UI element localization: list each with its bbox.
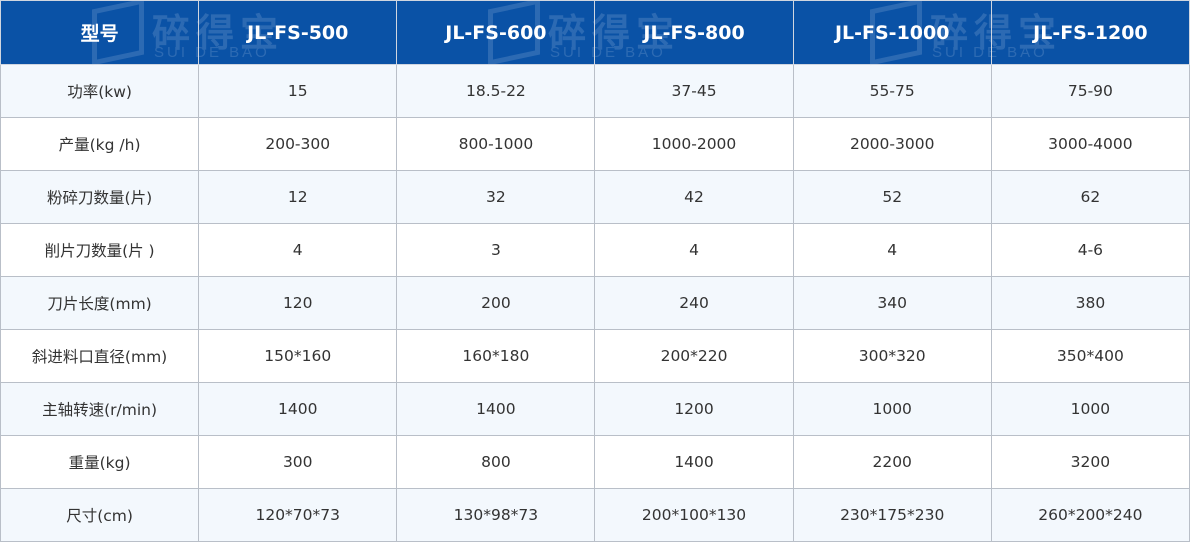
cell-value: 1400 [198, 382, 398, 436]
table-row: 重量(kg) 300 800 1400 2200 3200 [0, 435, 1190, 489]
cell-value: 1200 [594, 382, 794, 436]
row-label: 功率(kw) [0, 64, 200, 118]
header-cell: 型号 [0, 0, 200, 65]
table-row: 刀片长度(mm) 120 200 240 340 380 [0, 276, 1190, 330]
cell-value: 200-300 [198, 117, 398, 171]
row-label: 产量(kg /h) [0, 117, 200, 171]
cell-value: 1000 [990, 382, 1190, 436]
cell-value: 32 [396, 170, 596, 224]
cell-value: 62 [990, 170, 1190, 224]
cell-value: 240 [594, 276, 794, 330]
cell-value: 300*320 [792, 329, 992, 383]
cell-value: 1000-2000 [594, 117, 794, 171]
cell-value: 340 [792, 276, 992, 330]
cell-value: 150*160 [198, 329, 398, 383]
cell-value: 800 [396, 435, 596, 489]
cell-value: 4-6 [990, 223, 1190, 277]
cell-value: 230*175*230 [792, 488, 992, 542]
cell-value: 350*400 [990, 329, 1190, 383]
row-label: 削片刀数量(片 ) [0, 223, 200, 277]
header-jl-fs-1200: JL-FS-1200 [1033, 21, 1148, 44]
cell-value: 18.5-22 [396, 64, 596, 118]
header-cell: JL-FS-500 [198, 0, 398, 65]
cell-value: 120 [198, 276, 398, 330]
cell-value: 42 [594, 170, 794, 224]
table-row: 斜进料口直径(mm) 150*160 160*180 200*220 300*320 35… [0, 329, 1190, 383]
table-row: 功率(kw) 15 18.5-22 37-45 55-75 75-90 [0, 64, 1190, 118]
cell-value: 260*200*240 [990, 488, 1190, 542]
row-label: 粉碎刀数量(片) [0, 170, 200, 224]
row-label: 斜进料口直径(mm) [0, 329, 200, 383]
cell-value: 120*70*73 [198, 488, 398, 542]
cell-value: 200 [396, 276, 596, 330]
cell-value: 160*180 [396, 329, 596, 383]
cell-value: 800-1000 [396, 117, 596, 171]
header-jl-fs-500: JL-FS-500 [247, 21, 349, 44]
cell-value: 2200 [792, 435, 992, 489]
header-jl-fs-1000: JL-FS-1000 [834, 21, 950, 44]
cell-value: 15 [198, 64, 398, 118]
header-cell: JL-FS-600 [396, 0, 596, 65]
cell-value: 200*100*130 [594, 488, 794, 542]
cell-value: 200*220 [594, 329, 794, 383]
cell-value: 4 [594, 223, 794, 277]
cell-value: 52 [792, 170, 992, 224]
row-label: 刀片长度(mm) [0, 276, 200, 330]
cell-value: 12 [198, 170, 398, 224]
cell-value: 75-90 [990, 64, 1190, 118]
header-row: 型号 JL-FS-500 JL-FS-600 JL-FS-800 JL-FS-1… [0, 0, 1190, 65]
row-label: 重量(kg) [0, 435, 200, 489]
header-cell: JL-FS-1200 [990, 0, 1190, 65]
cell-value: 1400 [396, 382, 596, 436]
header-cell: JL-FS-800 [594, 0, 794, 65]
cell-value: 3000-4000 [990, 117, 1190, 171]
row-label: 尺寸(cm) [0, 488, 200, 542]
header-cell: JL-FS-1000 [792, 0, 992, 65]
cell-value: 37-45 [594, 64, 794, 118]
header-model: 型号 [80, 23, 119, 45]
table-row: 产量(kg /h) 200-300 800-1000 1000-2000 2000-30… [0, 117, 1190, 171]
cell-value: 1400 [594, 435, 794, 489]
table-row: 主轴转速(r/min) 1400 1400 1200 1000 1000 [0, 382, 1190, 436]
header-jl-fs-800: JL-FS-800 [643, 21, 745, 44]
table-row: 尺寸(cm) 120*70*73 130*98*73 200*100*130 230*1… [0, 488, 1190, 542]
cell-value: 1000 [792, 382, 992, 436]
cell-value: 3 [396, 223, 596, 277]
cell-value: 380 [990, 276, 1190, 330]
cell-value: 2000-3000 [792, 117, 992, 171]
cell-value: 300 [198, 435, 398, 489]
row-label: 主轴转速(r/min) [0, 382, 200, 436]
cell-value: 4 [198, 223, 398, 277]
table-row: 粉碎刀数量(片) 12 32 42 52 62 [0, 170, 1190, 224]
table-row: 削片刀数量(片 ) 4 3 4 4 4-6 [0, 223, 1190, 277]
header-jl-fs-600: JL-FS-600 [445, 21, 547, 44]
cell-value: 4 [792, 223, 992, 277]
cell-value: 130*98*73 [396, 488, 596, 542]
cell-value: 3200 [990, 435, 1190, 489]
cell-value: 55-75 [792, 64, 992, 118]
